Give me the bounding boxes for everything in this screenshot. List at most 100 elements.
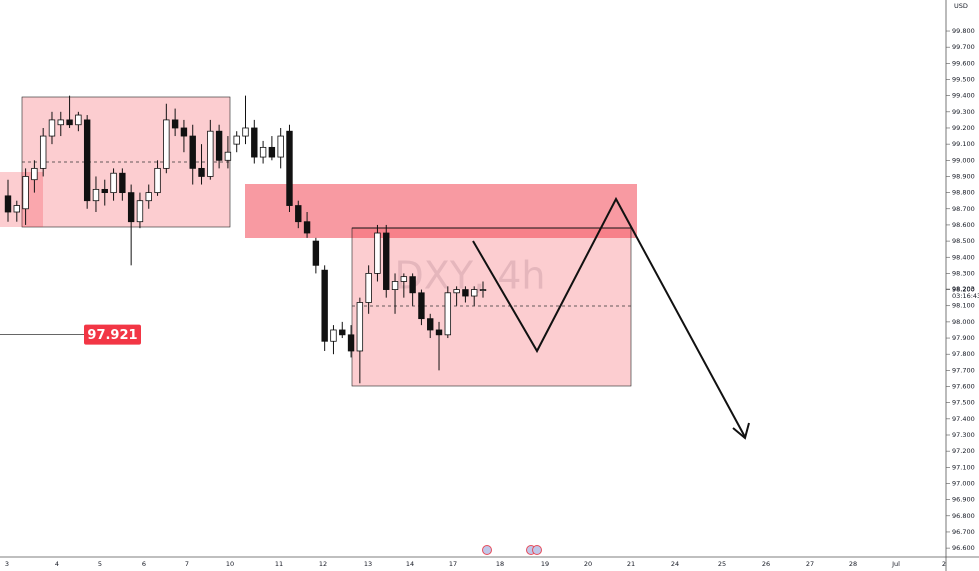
candle-body	[13, 205, 20, 213]
candle-body	[312, 240, 320, 266]
x-tick-label: 21	[627, 560, 635, 568]
y-tick-label: 99.600	[952, 59, 975, 67]
candle-body	[31, 167, 38, 181]
candle-body	[163, 119, 170, 169]
candle-body	[391, 281, 399, 290]
candle-body	[286, 130, 293, 206]
candle-body	[374, 232, 381, 274]
x-tick-label: 12	[319, 560, 327, 568]
last-price: 98.203	[952, 285, 975, 293]
y-tick-label: 99.200	[952, 124, 975, 132]
currency-label: USD	[954, 2, 968, 10]
candle-body	[48, 119, 56, 137]
price-label: 97.921	[87, 328, 137, 343]
y-tick-label: 99.400	[952, 92, 975, 100]
candle-body	[39, 135, 47, 169]
candle-body	[127, 192, 135, 223]
candle-body	[136, 200, 144, 223]
candle-body	[268, 146, 276, 158]
y-tick-label: 99.800	[952, 27, 975, 35]
y-tick-label: 97.600	[952, 383, 975, 391]
y-tick-label: 98.600	[952, 221, 975, 229]
arrow-head	[732, 422, 750, 440]
candle-body	[22, 176, 29, 210]
y-tick-label: 99.500	[952, 76, 975, 84]
x-tick-label: 24	[671, 560, 679, 568]
x-tick-label: 10	[226, 560, 234, 568]
candle-body	[330, 329, 337, 342]
candle-body	[101, 188, 108, 194]
y-tick-label: 97.400	[952, 415, 975, 423]
candle-body	[251, 127, 258, 158]
y-tick-label: 98.500	[952, 237, 975, 245]
candle-body	[347, 334, 355, 352]
candle-body	[224, 151, 232, 161]
y-tick-label: 97.200	[952, 447, 975, 455]
candle-body	[277, 135, 284, 158]
y-tick-label: 98.800	[952, 189, 975, 197]
y-tick-label: 97.000	[952, 479, 975, 487]
y-tick-label: 98.400	[952, 253, 975, 261]
event-icon	[482, 545, 492, 555]
x-tick-label: 4	[55, 560, 59, 568]
candle-body	[189, 135, 196, 169]
candle-body	[462, 289, 469, 297]
y-tick-label: 98.200	[952, 286, 975, 294]
zone	[245, 184, 637, 238]
y-tick-label: 96.600	[952, 544, 975, 552]
y-tick-label: 99.000	[952, 156, 975, 164]
y-tick-label: 98.100	[952, 302, 975, 310]
candle-body	[356, 302, 364, 352]
y-tick-label: 99.300	[952, 108, 975, 116]
y-tick-label: 97.900	[952, 334, 975, 342]
x-tick-label: 5	[98, 560, 102, 568]
candle-body	[215, 130, 223, 161]
candle-body	[409, 276, 416, 294]
x-tick-label: 25	[718, 560, 726, 568]
candle-body	[75, 114, 82, 126]
candle-body	[66, 119, 73, 126]
y-tick-label: 97.500	[952, 399, 975, 407]
x-tick-label: 7	[185, 560, 189, 568]
candle-body	[418, 292, 425, 320]
x-tick-label: 18	[496, 560, 504, 568]
candle-body	[383, 232, 390, 290]
x-tick-label: 6	[142, 560, 146, 568]
y-tick-label: 96.700	[952, 528, 975, 536]
x-tick-label: 27	[806, 560, 814, 568]
zone	[351, 227, 632, 387]
candle-body	[479, 289, 487, 291]
event-icon	[532, 545, 542, 555]
x-tick-label: 28	[849, 560, 857, 568]
candle-body	[365, 273, 372, 303]
y-tick-label: 99.700	[952, 43, 975, 51]
candle-body	[4, 195, 12, 213]
y-tick-label: 98.900	[952, 172, 975, 180]
x-tick-label: 3	[5, 560, 9, 568]
x-tick-label: 2	[942, 560, 946, 568]
candle-body	[435, 329, 443, 336]
y-tick-label: 96.800	[952, 512, 975, 520]
candle-body	[295, 205, 302, 223]
projection	[472, 196, 746, 438]
candle-body	[154, 167, 161, 194]
candle-body	[321, 269, 328, 342]
watermark: DXY, 4h	[395, 254, 546, 298]
candle-body	[233, 135, 240, 145]
candle-body	[259, 146, 267, 158]
candle-body	[180, 127, 188, 137]
candle-body	[453, 289, 460, 294]
x-tick-label: 13	[364, 560, 372, 568]
y-tick-label: 99.100	[952, 140, 975, 148]
candle-body	[57, 119, 64, 126]
x-tick-label: Jul	[891, 560, 900, 568]
candle-body	[242, 127, 249, 137]
y-tick-label: 98.000	[952, 318, 975, 326]
x-tick-label: 26	[762, 560, 770, 568]
candle-body	[207, 130, 214, 177]
candle-body	[444, 292, 452, 336]
candle-body	[400, 276, 408, 282]
candle-body	[83, 119, 91, 202]
